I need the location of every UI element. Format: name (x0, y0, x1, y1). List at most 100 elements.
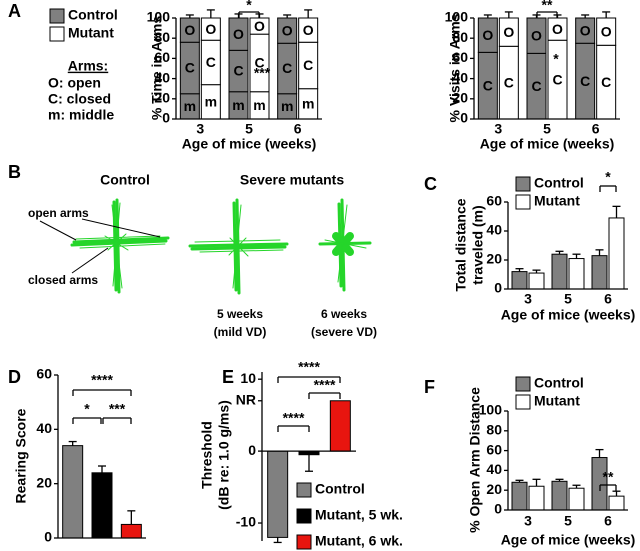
y-tick-label: 80 (486, 422, 502, 438)
legend-label: Control (534, 375, 584, 391)
sig-label: *** (109, 401, 126, 417)
bar (329, 400, 351, 452)
legend-label: Control (534, 175, 584, 191)
b-heading: Control (100, 172, 150, 188)
x-tick-label: 3 (524, 513, 532, 529)
legend-swatch (515, 394, 531, 410)
b-caption: (mild VD) (214, 325, 267, 339)
x-tick-label: 6 (604, 513, 612, 529)
y-tick-label: 0 (248, 442, 256, 458)
x-tick-label: 5 (543, 121, 551, 137)
bar (62, 445, 84, 539)
bar (511, 481, 528, 511)
sig-label: **** (91, 372, 113, 388)
b-caption: 5 weeks (217, 307, 263, 321)
b-heading: Severe mutants (240, 172, 344, 188)
segment-label: O (303, 22, 314, 38)
panel-label: C (424, 174, 437, 194)
bar (568, 487, 585, 511)
segment-label: m (205, 94, 217, 110)
y-axis-label: (dB re: 1.0 g/ms) (216, 400, 232, 510)
bar (120, 523, 142, 539)
y-tick-label: 20 (452, 90, 468, 106)
segment-label: O (184, 22, 195, 38)
x-tick-label: 3 (196, 121, 204, 137)
y-tick-label: NR (236, 391, 256, 407)
segment-label: C (206, 54, 216, 70)
y-tick-label: 100 (147, 9, 171, 25)
y-tick-label: 100 (479, 402, 503, 418)
bar (91, 472, 113, 539)
track-mutant-6wk (318, 198, 372, 292)
bar (608, 217, 625, 290)
legend-label: Mutant, 6 wk. (315, 533, 403, 549)
y-tick-label: 60 (486, 441, 502, 457)
panel-label: D (8, 367, 21, 387)
y-tick-label: 100 (445, 9, 469, 25)
segment-label: C (531, 78, 541, 94)
segment-label: C (303, 57, 313, 73)
y-tick-label: 60 (486, 193, 502, 209)
legend-label: Control (68, 7, 118, 23)
arrow (39, 220, 77, 241)
bar (511, 271, 528, 290)
y-tick-label: 0 (494, 280, 502, 296)
b-caption: (severe VD) (311, 325, 377, 339)
y-axis-label: traveled (m) (470, 205, 486, 284)
y-tick-label: 80 (154, 29, 170, 45)
x-axis-label: Age of mice (weeks) (182, 136, 317, 152)
segment-label: m (302, 96, 314, 112)
y-tick-label: 40 (486, 222, 502, 238)
legend-swatch (515, 176, 531, 192)
bar (591, 255, 608, 290)
arms-key-title: Arms: (68, 58, 108, 74)
legend-swatch (515, 194, 531, 210)
x-tick-label: 5 (564, 513, 572, 529)
panel-label: E (222, 367, 234, 387)
segment-label: O (531, 27, 542, 43)
segment-label: m (232, 97, 244, 113)
arrow (71, 247, 109, 274)
bar (267, 450, 289, 538)
y-tick-label: 0 (44, 529, 52, 545)
segment-label: O (233, 26, 244, 42)
y-tick-label: 60 (452, 49, 468, 65)
segment-label: C (580, 73, 590, 89)
bar (551, 480, 568, 511)
sig-label: ** (603, 469, 614, 485)
arms-key-item: m: middle (48, 107, 114, 123)
y-tick-label: 80 (452, 29, 468, 45)
sig-label: **** (283, 410, 305, 426)
track-mutant-5wk (188, 198, 289, 295)
arms-key-item: O: open (48, 75, 101, 91)
bar (528, 272, 545, 290)
segment-label: O (503, 24, 514, 40)
segment-label: C (282, 60, 292, 76)
legend-swatch (49, 26, 65, 42)
sig-label: * (553, 51, 559, 67)
sig-label: **** (314, 377, 336, 393)
y-tick-label: 0 (460, 110, 468, 126)
legend-swatch (296, 482, 312, 498)
segment-label: C (254, 55, 264, 71)
sig-label: * (605, 169, 611, 185)
bar (528, 485, 545, 511)
segment-label: O (254, 18, 265, 34)
segment-label: C (552, 71, 562, 87)
y-axis-label: % Time in Arms (149, 16, 165, 120)
y-axis-label: % Open Arm Distance (467, 387, 483, 533)
legend-label: Mutant (534, 393, 580, 409)
x-tick-label: 5 (245, 121, 253, 137)
b-label: closed arms (28, 273, 98, 287)
x-tick-label: 6 (294, 121, 302, 137)
bar (608, 495, 625, 511)
panel-label: B (8, 162, 21, 182)
b-caption: 6 weeks (321, 307, 367, 321)
y-tick-label: 20 (36, 474, 52, 490)
legend-label: Mutant, 5 wk. (315, 507, 403, 523)
segment-label: O (482, 27, 493, 43)
legend-swatch (296, 534, 312, 550)
y-tick-label: 0 (494, 501, 502, 517)
